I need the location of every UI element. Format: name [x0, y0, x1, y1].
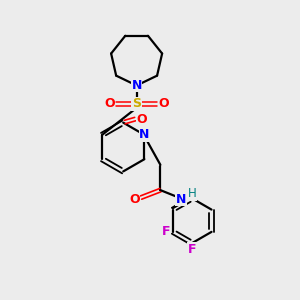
Text: O: O [159, 98, 169, 110]
Text: N: N [176, 193, 186, 206]
Text: F: F [188, 243, 196, 256]
Text: N: N [131, 79, 142, 92]
Text: H: H [188, 188, 197, 200]
Text: O: O [129, 193, 140, 206]
Text: N: N [139, 128, 149, 141]
Text: O: O [136, 112, 147, 126]
Text: O: O [104, 98, 115, 110]
Text: F: F [162, 225, 171, 239]
Text: S: S [132, 98, 141, 110]
